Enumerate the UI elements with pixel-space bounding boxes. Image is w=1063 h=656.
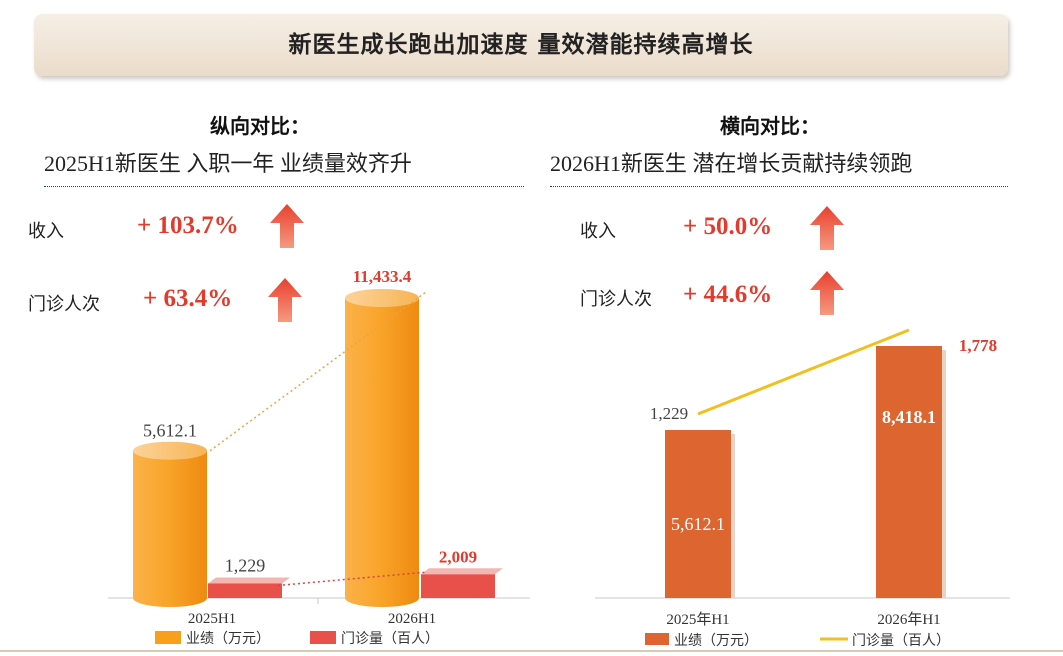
legend-label-visits: 门诊量（百人） bbox=[341, 631, 439, 647]
x-tick-label-2026H1: 2026H1 bbox=[388, 611, 436, 627]
legend-swatch-performance bbox=[155, 631, 181, 644]
left-divider bbox=[44, 186, 524, 187]
legend-label-visits-right: 门诊量（百人） bbox=[852, 633, 950, 649]
legend-label-performance-right: 业绩（万元） bbox=[674, 633, 758, 649]
right-metric-label-revenue: 收入 bbox=[580, 221, 616, 242]
left-panel-subtitle: 2025H1新医生 入职一年 业绩量效齐升 bbox=[44, 151, 412, 176]
bar-performance-2026H1 bbox=[345, 298, 419, 607]
x-tick-label-2025年H1: 2025年H1 bbox=[666, 611, 729, 628]
right-metric-value-visits: + 44.6% bbox=[683, 281, 773, 308]
bar-top-visits-2025H1 bbox=[208, 577, 290, 584]
data-label-performance-2026H1: 11,433.4 bbox=[353, 267, 412, 286]
line-visits bbox=[697, 328, 910, 416]
right-divider bbox=[550, 186, 1008, 187]
arrow-up-icon bbox=[810, 271, 844, 315]
bar-top-performance-2026H1 bbox=[345, 289, 419, 307]
x-tick-label-2026年H1: 2026年H1 bbox=[877, 611, 940, 628]
bar-performance-2026年H1 bbox=[876, 346, 942, 598]
title-banner: 新医生成长跑出加速度 量效潜能持续高增长 bbox=[34, 14, 1008, 76]
data-label-visits-2026H1: 2,009 bbox=[439, 547, 477, 566]
left-metric-value-visits: + 63.4% bbox=[143, 285, 233, 312]
arrow-up-icon bbox=[810, 206, 844, 250]
right-metric-label-visits: 门诊人次 bbox=[580, 289, 652, 310]
left-metric-label-revenue: 收入 bbox=[28, 221, 64, 242]
footer-line bbox=[0, 650, 1063, 652]
banner-title: 新医生成长跑出加速度 量效潜能持续高增长 bbox=[288, 31, 754, 58]
data-label-performance-2025H1: 5,612.1 bbox=[143, 421, 197, 441]
arrow-up-icon bbox=[268, 278, 302, 322]
legend-swatch-visits bbox=[310, 631, 336, 644]
bar-performance-2025H1 bbox=[133, 450, 207, 607]
left-metric-label-visits: 门诊人次 bbox=[28, 294, 100, 315]
right-metric-value-revenue: + 50.0% bbox=[683, 213, 773, 240]
data-label-visits-2026年H1: 1,778 bbox=[959, 336, 997, 355]
right-panel-subtitle: 2026H1新医生 潜在增长贡献持续领跑 bbox=[550, 151, 913, 176]
x-tick-label-2025H1: 2025H1 bbox=[188, 611, 236, 627]
arrow-up-icon bbox=[270, 204, 304, 248]
left-panel-heading: 纵向对比： bbox=[210, 114, 310, 138]
data-label-performance-2026年H1: 8,418.1 bbox=[882, 407, 936, 427]
bar-performance-2025年H1 bbox=[665, 429, 731, 598]
right-panel-heading: 横向对比： bbox=[720, 114, 820, 138]
bar-visits-2025H1 bbox=[208, 583, 282, 598]
data-label-visits-2025年H1: 1,229 bbox=[650, 404, 688, 423]
left-metric-value-revenue: + 103.7% bbox=[137, 212, 239, 239]
bar-top-visits-2026H1 bbox=[421, 568, 503, 575]
data-label-performance-2025年H1: 5,612.1 bbox=[671, 514, 725, 534]
bar-visits-2026H1 bbox=[421, 574, 495, 598]
bar-top-performance-2025H1 bbox=[133, 441, 207, 460]
legend-swatch-performance-right bbox=[645, 633, 669, 645]
legend-label-performance: 业绩（万元） bbox=[186, 631, 270, 647]
data-label-visits-2025H1: 1,229 bbox=[225, 555, 266, 575]
